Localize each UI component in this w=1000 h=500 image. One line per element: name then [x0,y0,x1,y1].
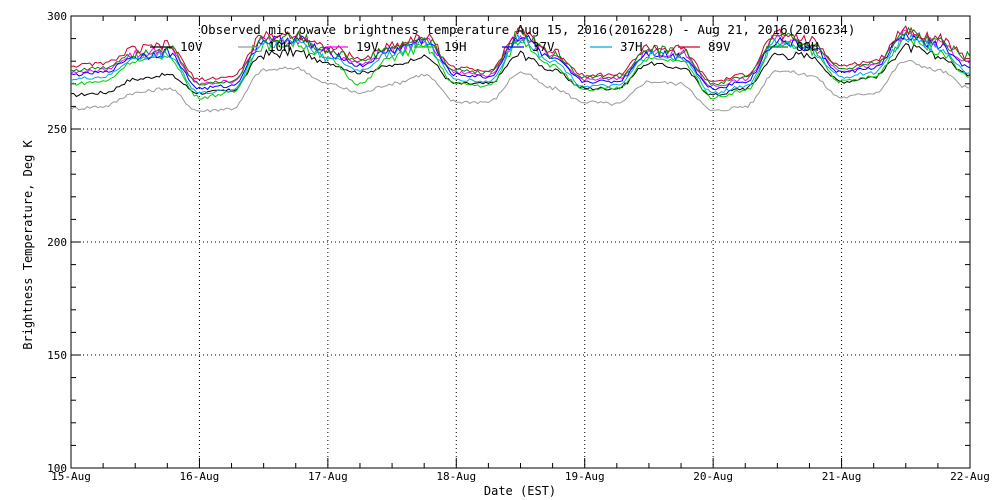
legend-label: 37V [532,39,555,54]
x-tick-label: 19-Aug [565,470,605,483]
legend: 10V 10H 19V 19H 37V 37H 89V 89H [150,39,819,54]
x-tick-label: 22-Aug [950,470,990,483]
x-tick-label: 20-Aug [693,470,733,483]
legend-label: 10H [268,39,291,54]
chart-title: Observed microwave brightness temperatur… [201,22,856,37]
series-line-10h [70,59,971,113]
x-tick-label: 15-Aug [51,470,91,483]
legend-label: 10V [180,39,203,54]
x-tick-label: 17-Aug [308,470,348,483]
legend-label: 19H [444,39,467,54]
x-tick-label: 21-Aug [822,470,862,483]
y-tick-label: 250 [47,123,67,136]
y-tick-label: 200 [47,236,67,249]
axis-ticks: 100 150 200 250 300 15-Aug 16-Aug 17-Aug 18-Aug 1… [47,10,990,483]
legend-label: 37H [620,39,643,54]
series-line-89h [70,26,971,86]
grid-lines [71,16,970,468]
x-axis-title: Date (EST) [484,484,556,498]
series-line-37h [70,32,971,95]
y-tick-label: 100 [47,462,67,475]
x-tick-label: 18-Aug [436,470,476,483]
x-tick-label: 16-Aug [180,470,220,483]
series-lines [70,25,971,113]
legend-label: 19V [356,39,379,54]
legend-label: 89H [796,39,819,54]
y-tick-label: 300 [47,10,67,23]
y-axis-title: Brightness Temperature, Deg K [21,139,35,349]
plot-area [70,15,971,469]
y-tick-label: 150 [47,349,67,362]
legend-label: 89V [708,39,731,54]
